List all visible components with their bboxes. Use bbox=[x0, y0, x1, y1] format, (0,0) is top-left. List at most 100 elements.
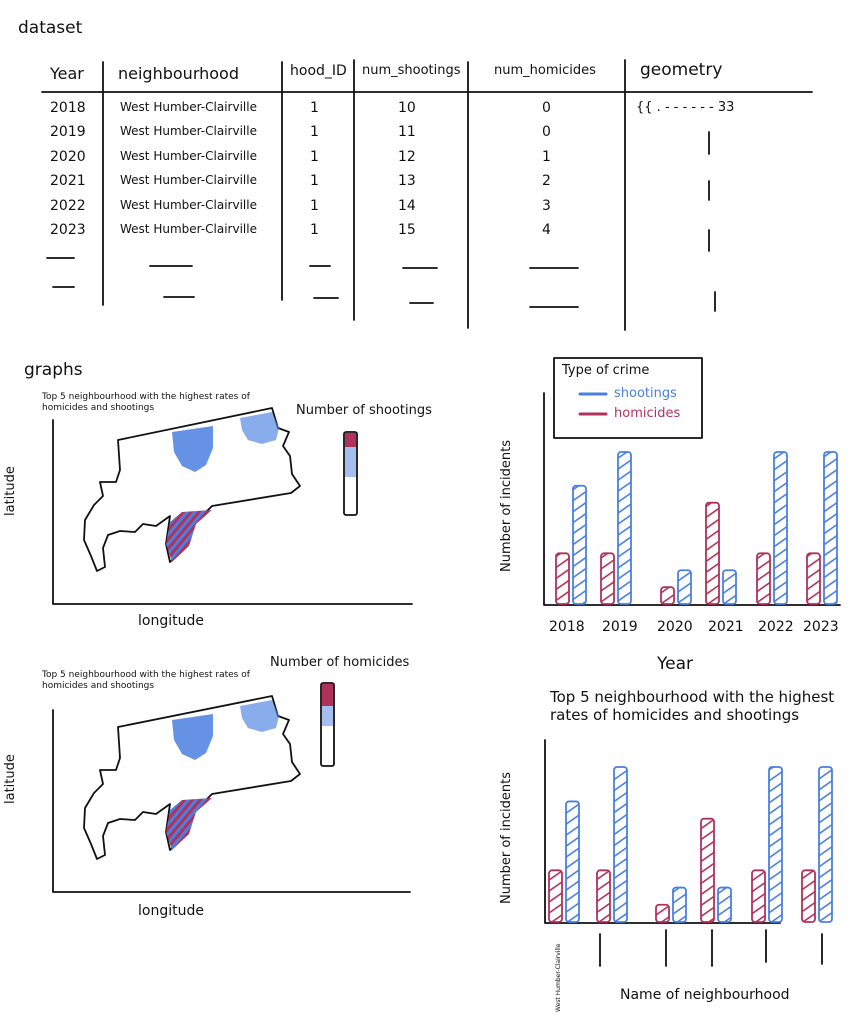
table-cell-hood-id: 1 bbox=[310, 173, 319, 189]
homicides-bar bbox=[600, 552, 615, 605]
shootings-bar bbox=[773, 451, 788, 605]
shootings-bar bbox=[677, 569, 692, 605]
map2-xlabel: longitude bbox=[138, 903, 204, 919]
map1-title: Top 5 neighbourhood with the highest rat… bbox=[42, 392, 250, 413]
chart1-tick-label: 2019 bbox=[602, 619, 638, 635]
shootings-bar bbox=[818, 766, 833, 923]
table-cell-shootings: 11 bbox=[398, 124, 416, 140]
table-cell-neighbourhood: West Humber-Clairville bbox=[120, 149, 257, 163]
chart1-tick-label: 2022 bbox=[758, 619, 794, 635]
map1-outline bbox=[83, 407, 301, 572]
table-cell-shootings: 10 bbox=[398, 100, 416, 116]
table-cell-homicides: 1 bbox=[542, 149, 551, 165]
chart1-legend-label-homicides: homicides bbox=[614, 406, 681, 421]
chart1-axes bbox=[543, 392, 841, 606]
map2-outline bbox=[83, 695, 301, 860]
chart2-axes bbox=[544, 739, 781, 924]
shootings-bar bbox=[722, 569, 737, 605]
map1-legend-title: Number of shootings bbox=[296, 403, 432, 418]
homicides-bar bbox=[548, 869, 563, 923]
table-cell-shootings: 14 bbox=[398, 198, 416, 214]
table-cell-shootings: 15 bbox=[398, 222, 416, 238]
homicides-bar bbox=[705, 501, 720, 605]
chart2-bars bbox=[548, 766, 833, 923]
homicides-bar bbox=[751, 869, 766, 923]
table-cell-neighbourhood: West Humber-Clairville bbox=[120, 222, 257, 236]
table-cell-homicides: 0 bbox=[542, 100, 551, 116]
chart1-tick-label: 2021 bbox=[708, 619, 744, 635]
col-header-hood-id: hood_ID bbox=[290, 63, 347, 79]
table-cell-hood-id: 1 bbox=[310, 100, 319, 116]
table-cell-shootings: 13 bbox=[398, 173, 416, 189]
map1-shaded-regions bbox=[166, 412, 356, 562]
table-cell-homicides: 4 bbox=[542, 222, 551, 238]
chart2-xlabel: Name of neighbourhood bbox=[620, 987, 790, 1003]
homicides-bar bbox=[756, 552, 771, 605]
homicides-bar bbox=[700, 817, 715, 923]
graphs-label: graphs bbox=[24, 360, 83, 380]
table-cell-year: 2021 bbox=[50, 173, 86, 189]
shootings-bar bbox=[572, 484, 587, 605]
table-cell-hood-id: 1 bbox=[310, 222, 319, 238]
map1-legend-bar bbox=[343, 431, 358, 516]
chart1-legend-swatches bbox=[578, 392, 608, 416]
chart1-legend-box bbox=[553, 357, 703, 439]
shootings-bar bbox=[717, 886, 732, 923]
chart2-first-tick-label: West Humber-Clairville bbox=[555, 943, 562, 1012]
chart1-bars bbox=[555, 451, 838, 605]
chart1-tick-label: 2023 bbox=[803, 619, 839, 635]
table-cell-geometry: {{ . - - - - - - 33 bbox=[636, 100, 735, 115]
table-cell-year: 2019 bbox=[50, 124, 86, 140]
homicides-bar bbox=[555, 552, 570, 605]
shootings-bar bbox=[768, 766, 783, 923]
shootings-bar bbox=[823, 451, 838, 605]
homicides-bar bbox=[596, 869, 611, 923]
table-cell-neighbourhood: West Humber-Clairville bbox=[120, 100, 257, 114]
map2-shaded-regions bbox=[166, 684, 333, 850]
chart1-legend-label-shootings: shootings bbox=[614, 386, 677, 401]
shootings-bar bbox=[672, 886, 687, 923]
chart2-title: Top 5 neighbourhood with the highest rat… bbox=[550, 688, 835, 724]
map2-title: Top 5 neighbourhood with the highest rat… bbox=[42, 670, 250, 691]
shootings-bar bbox=[613, 766, 628, 923]
table-cell-year: 2023 bbox=[50, 222, 86, 238]
col-header-shootings: num_shootings bbox=[362, 63, 461, 78]
table-cell-homicides: 2 bbox=[542, 173, 551, 189]
map2-legend-bar bbox=[320, 682, 335, 767]
table-cell-homicides: 3 bbox=[542, 198, 551, 214]
homicides-bar bbox=[801, 869, 816, 923]
table-cell-shootings: 12 bbox=[398, 149, 416, 165]
table-cell-neighbourhood: West Humber-Clairville bbox=[120, 198, 257, 212]
table-cell-year: 2018 bbox=[50, 100, 86, 116]
homicides-bar bbox=[660, 586, 675, 605]
col-header-year: Year bbox=[50, 64, 84, 83]
map2-ylabel: latitude bbox=[3, 754, 18, 804]
map1-axes bbox=[52, 419, 413, 605]
chart1-ylabel: Number of incidents bbox=[499, 440, 514, 572]
table-cell-year: 2020 bbox=[50, 149, 86, 165]
homicides-bar bbox=[806, 552, 821, 605]
map2-legend-title: Number of homicides bbox=[270, 655, 410, 670]
chart1-xlabel: Year bbox=[657, 654, 693, 674]
table-cell-homicides: 0 bbox=[542, 124, 551, 140]
chart1-legend-title: Type of crime bbox=[562, 363, 650, 378]
col-header-geometry: geometry bbox=[640, 60, 723, 80]
map1-ylabel: latitude bbox=[3, 466, 18, 516]
table-cell-neighbourhood: West Humber-Clairville bbox=[120, 124, 257, 138]
col-header-homicides: num_homicides bbox=[494, 63, 596, 78]
table-cell-neighbourhood: West Humber-Clairville bbox=[120, 173, 257, 187]
chart1-tick-label: 2018 bbox=[549, 619, 585, 635]
chart2-ylabel: Number of incidents bbox=[499, 772, 514, 904]
dataset-label: dataset bbox=[18, 18, 83, 38]
table-cell-year: 2022 bbox=[50, 198, 86, 214]
shootings-bar bbox=[565, 800, 580, 923]
chart1-tick-label: 2020 bbox=[657, 619, 693, 635]
homicides-bar bbox=[655, 903, 670, 923]
table-cell-hood-id: 1 bbox=[310, 124, 319, 140]
col-header-neighbourhood: neighbourhood bbox=[118, 64, 239, 83]
map2-axes bbox=[52, 709, 411, 893]
shootings-bar bbox=[617, 451, 632, 605]
table-cell-hood-id: 1 bbox=[310, 198, 319, 214]
map1-xlabel: longitude bbox=[138, 613, 204, 629]
